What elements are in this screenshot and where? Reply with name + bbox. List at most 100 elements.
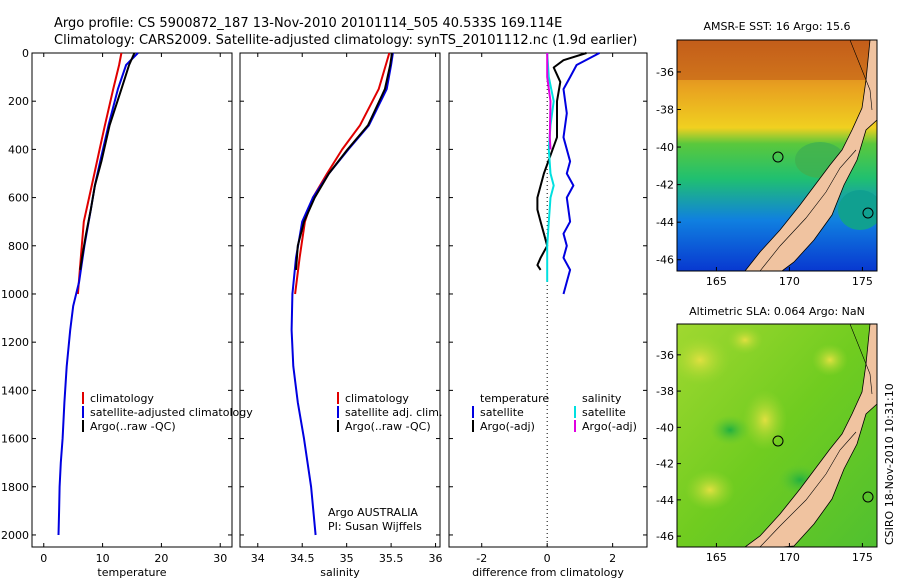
annotation-pi: PI: Susan Wijffels (328, 520, 422, 533)
map-x-tick-label: 170 (779, 551, 800, 564)
series-line-argo-raw-qc (79, 52, 136, 271)
sla-map-title: Altimetric SLA: 0.064 Argo: NaN (689, 305, 865, 318)
legend-header-salinity: salinity (582, 392, 622, 405)
legend-label: satellite-adjusted climatology (90, 406, 253, 419)
sst-map-frame (676, 39, 878, 272)
y-tick-label: 800 (8, 240, 29, 253)
salinity-x-axis-label: salinity (320, 566, 360, 579)
legend-label: satellite adj. clim. (345, 406, 442, 419)
difference-axes-frame (448, 52, 648, 548)
temperature-axes-frame (31, 52, 233, 548)
map-y-tick-label: -42 (656, 458, 674, 471)
legend-label: satellite (582, 406, 626, 419)
sst-map-title: AMSR-E SST: 16 Argo: 15.6 (703, 20, 850, 33)
legend-label: Argo(..raw -QC) (345, 420, 431, 433)
x-tick-label: 10 (96, 552, 110, 565)
series-line-climatology (294, 52, 391, 295)
x-tick-label: 36 (429, 552, 443, 565)
x-tick-label: 0 (544, 552, 551, 565)
temperature-x-axis-label: temperature (97, 566, 166, 579)
y-tick-label: 0 (22, 47, 29, 60)
y-tick-label: 1400 (1, 384, 29, 397)
y-tick-label: 2000 (1, 529, 29, 542)
land-new-zealand (744, 324, 877, 547)
salinity-panel: 34 34.5 35 35.5 36 salinity (239, 52, 443, 579)
header-line1: Argo profile: CS 5900872_187 13-Nov-2010… (54, 16, 562, 31)
sla-high-patch (677, 335, 730, 385)
x-tick-label: 34 (251, 552, 265, 565)
legend-label: Argo(..raw -QC) (90, 420, 176, 433)
series-line-temperature-satellite (562, 52, 600, 295)
sla-high-patch (727, 326, 763, 354)
map-y-tick-label: -44 (656, 216, 674, 229)
series-line-salinity-argo-adj (546, 53, 552, 150)
sst-cool-patch (838, 190, 877, 230)
map-x-tick-label: 165 (706, 275, 727, 288)
legend-label: climatology (345, 392, 409, 405)
map-y-tick-label: -38 (656, 385, 674, 398)
sst-map-ticks: 165 170 175 -36 -38 -40 -42 -44 -46 (656, 66, 873, 288)
map-marker (862, 491, 874, 503)
temperature-legend: climatology satellite-adjusted climatolo… (82, 392, 253, 433)
sla-map-frame (676, 323, 878, 548)
argo-float-marker (772, 435, 784, 447)
x-tick-label: 35.5 (379, 552, 404, 565)
map-y-tick-label: -36 (656, 349, 674, 362)
map-y-tick-label: -46 (656, 254, 674, 267)
legend-label: Argo(-adj) (480, 420, 535, 433)
legend-header-temperature: temperature (480, 392, 549, 405)
y-tick-label: 1600 (1, 433, 29, 446)
legend-label: climatology (90, 392, 154, 405)
x-tick-label: 30 (213, 552, 227, 565)
map-x-tick-label: 165 (706, 551, 727, 564)
annotation-institution: Argo AUSTRALIA (328, 506, 418, 519)
y-tick-label: 400 (8, 143, 29, 156)
map-y-tick-label: -40 (656, 421, 674, 434)
map-x-tick-label: 175 (852, 275, 873, 288)
x-tick-label: 34.5 (290, 552, 315, 565)
difference-x-axis-label: difference from climatology (472, 566, 624, 579)
salinity-legend: climatology satellite adj. clim. Argo(..… (328, 392, 442, 533)
sst-warm-band (677, 40, 877, 80)
x-tick-label: 0 (40, 552, 47, 565)
series-line-satellite-adjusted-climatology (57, 52, 139, 536)
y-tick-label: 600 (8, 192, 29, 205)
x-tick-label: -2 (476, 552, 487, 565)
legend-label: Argo(-adj) (582, 420, 637, 433)
map-y-tick-label: -46 (656, 530, 674, 543)
map-y-tick-label: -40 (656, 141, 674, 154)
legend-label: satellite (480, 406, 524, 419)
map-x-tick-label: 175 (852, 551, 873, 564)
map-y-tick-label: -44 (656, 494, 674, 507)
bathymetry-contour (759, 149, 857, 271)
side-label: CSIRO 18-Nov-2010 10:31:10 (883, 383, 896, 545)
y-tick-label: 1800 (1, 481, 29, 494)
series-line-argo-raw-qc (295, 52, 393, 270)
sla-map-ticks: 165 170 175 -36 -38 -40 -42 -44 -46 (656, 349, 873, 564)
map-marker (862, 207, 874, 219)
x-tick-label: 20 (154, 552, 168, 565)
temperature-panel: 0 10 20 30 0 200 400 600 800 1000 1200 1400 1600 1800… (1, 47, 233, 579)
x-tick-label: 2 (609, 552, 616, 565)
map-x-tick-label: 170 (779, 275, 800, 288)
x-tick-label: 35 (340, 552, 354, 565)
bathymetry-contour (759, 431, 857, 547)
series-line-satellite-adj-clim (290, 52, 394, 536)
argo-float-marker (772, 151, 784, 163)
sla-high-patch (812, 344, 848, 376)
series-line-salinity-satellite (546, 52, 555, 282)
map-y-tick-label: -42 (656, 179, 674, 192)
y-tick-label: 1200 (1, 336, 29, 349)
coast-contour (849, 324, 873, 395)
salinity-axes-frame (239, 52, 441, 548)
map-y-tick-label: -36 (656, 66, 674, 79)
y-tick-label: 200 (8, 95, 29, 108)
difference-legend: temperature satellite Argo(-adj) salinit… (472, 392, 637, 433)
header-line2: Climatology: CARS2009. Satellite-adjuste… (54, 33, 637, 48)
sla-map: 165 170 175 -36 -38 -40 -42 -44 -46 (656, 323, 878, 564)
sla-high-patch (685, 470, 735, 510)
sla-low-patch (710, 415, 750, 445)
sst-map: 165 170 175 -36 -38 -40 -42 -44 -46 (656, 39, 878, 288)
